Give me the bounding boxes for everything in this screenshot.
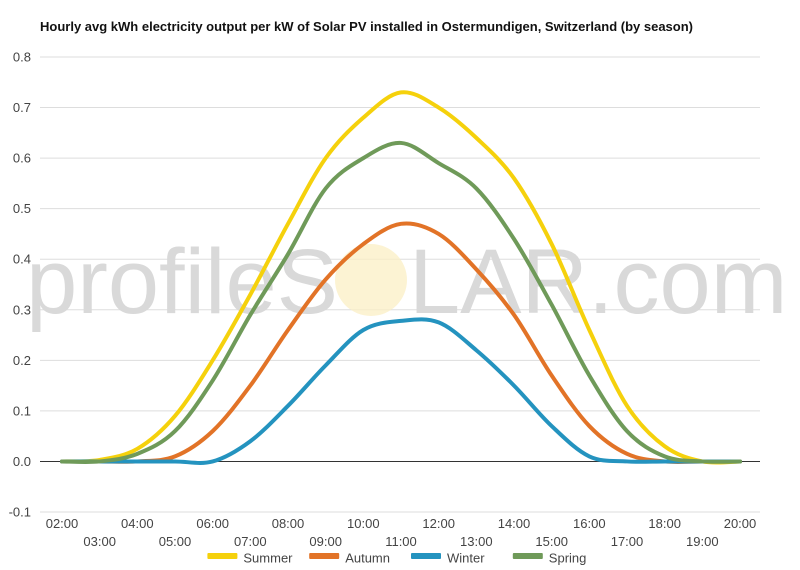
x-tick-label: 18:00 (648, 516, 681, 531)
legend-swatch-summer (207, 553, 238, 559)
legend-label-spring: Spring (549, 551, 587, 566)
watermark: profileS LAR.com (26, 231, 787, 333)
legend-label-summer: Summer (243, 551, 293, 566)
legend-swatch-spring (512, 553, 543, 559)
series-line-winter (60, 317, 742, 465)
legend-label-winter: Winter (447, 551, 485, 566)
x-tick-label: 15:00 (535, 534, 568, 549)
y-tick-label: 0.8 (13, 50, 31, 65)
watermark-text-right: LAR.com (409, 231, 787, 333)
x-tick-label: 02:00 (46, 516, 79, 531)
x-tick-label: 14:00 (498, 516, 531, 531)
x-tick-label: 12:00 (422, 516, 455, 531)
legend: Summer Autumn Winter Spring (207, 551, 586, 566)
x-tick-label: 07:00 (234, 534, 267, 549)
y-tick-label: 0.4 (13, 252, 31, 267)
series-line-summer (60, 90, 742, 465)
x-tick-label: 06:00 (196, 516, 229, 531)
x-tick-label: 19:00 (686, 534, 719, 549)
legend-swatch-autumn (309, 553, 340, 559)
y-tick-label: -0.1 (9, 505, 31, 520)
x-tick-label: 11:00 (385, 534, 417, 549)
y-tick-label: 0.1 (13, 403, 31, 418)
x-tick-label: 17:00 (611, 534, 644, 549)
watermark-sun-icon (335, 244, 407, 316)
watermark-text-left: profileS (26, 231, 338, 333)
y-tick-label: 0.6 (13, 151, 31, 166)
x-tick-label: 03:00 (83, 534, 116, 549)
x-tick-label: 20:00 (724, 516, 757, 531)
x-tick-label: 10:00 (347, 516, 380, 531)
chart-title: Hourly avg kWh electricity output per kW… (40, 19, 694, 34)
y-tick-label: 0.7 (13, 100, 31, 115)
y-tick-label: 0.2 (13, 353, 31, 368)
axis-layer: 0.8 0.7 0.6 0.5 0.4 0.3 0.2 0.1 0.0 -0.1 02:00 03:0… (9, 50, 760, 549)
x-tick-label: 16:00 (573, 516, 606, 531)
x-tick-label: 04:00 (121, 516, 154, 531)
series-layer (60, 90, 742, 465)
y-tick-label: 0.5 (13, 201, 31, 216)
x-tick-label: 13:00 (460, 534, 493, 549)
y-tick-label: 0.3 (13, 302, 31, 317)
x-tick-label: 05:00 (159, 534, 192, 549)
y-tick-label: 0.0 (13, 454, 31, 469)
series-line-autumn (60, 221, 742, 464)
series-line-spring (60, 140, 742, 464)
legend-label-autumn: Autumn (345, 551, 390, 566)
x-tick-label: 08:00 (272, 516, 305, 531)
x-tick-label: 09:00 (309, 534, 342, 549)
legend-swatch-winter (411, 553, 441, 559)
